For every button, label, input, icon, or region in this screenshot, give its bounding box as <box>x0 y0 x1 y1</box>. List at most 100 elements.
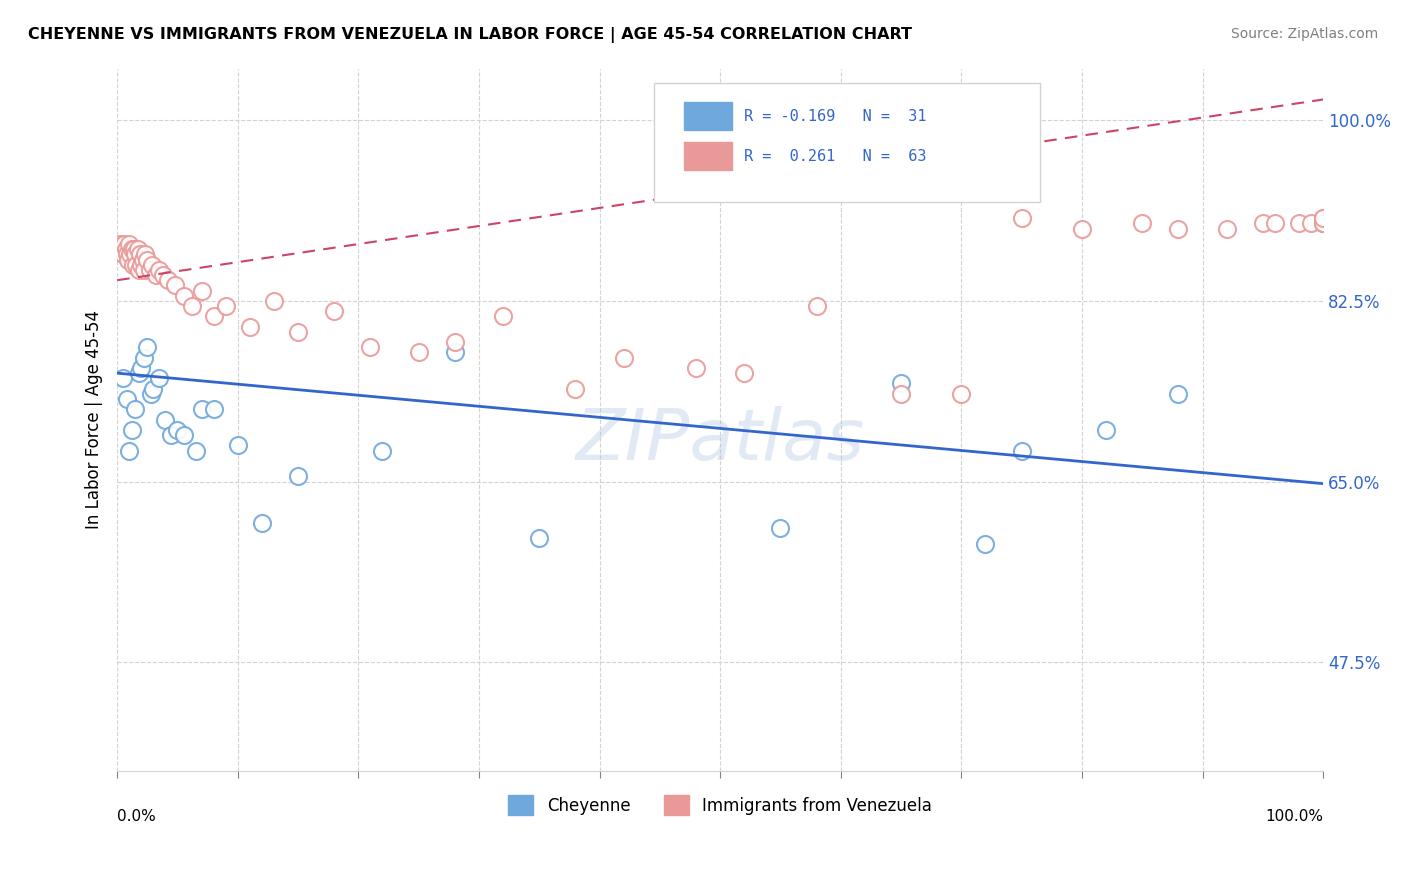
Point <box>124 402 146 417</box>
FancyBboxPatch shape <box>654 83 1040 202</box>
Point <box>890 376 912 391</box>
Point <box>112 371 135 385</box>
Text: 100.0%: 100.0% <box>1265 809 1323 824</box>
Point <box>128 366 150 380</box>
Point <box>125 258 148 272</box>
Point <box>134 247 156 261</box>
Point <box>156 273 179 287</box>
Point <box>1095 423 1118 437</box>
Point <box>131 258 153 272</box>
Point <box>181 299 204 313</box>
Point <box>287 325 309 339</box>
Point <box>1312 216 1334 230</box>
Point <box>120 247 142 261</box>
Point <box>122 242 145 256</box>
Point <box>685 361 707 376</box>
Point <box>950 386 973 401</box>
Point <box>121 423 143 437</box>
Point <box>148 371 170 385</box>
Point <box>145 268 167 282</box>
Point <box>132 351 155 365</box>
Point <box>118 443 141 458</box>
Text: Source: ZipAtlas.com: Source: ZipAtlas.com <box>1230 27 1378 41</box>
Point <box>132 263 155 277</box>
Point <box>136 252 159 267</box>
Point <box>733 366 755 380</box>
Point <box>492 310 515 324</box>
Point <box>215 299 238 313</box>
Point <box>1167 386 1189 401</box>
Point <box>408 345 430 359</box>
Point <box>239 319 262 334</box>
Text: R =  0.261   N =  63: R = 0.261 N = 63 <box>744 149 927 164</box>
Point <box>806 299 828 313</box>
Point <box>444 335 467 350</box>
Point <box>173 288 195 302</box>
Point <box>152 268 174 282</box>
Point <box>108 237 131 252</box>
Point <box>118 237 141 252</box>
Point <box>129 247 152 261</box>
Point <box>1071 221 1094 235</box>
Point <box>1130 216 1153 230</box>
Text: 0.0%: 0.0% <box>117 809 156 824</box>
Y-axis label: In Labor Force | Age 45-54: In Labor Force | Age 45-54 <box>86 310 103 529</box>
Point <box>112 247 135 261</box>
Point <box>613 351 636 365</box>
Point <box>160 428 183 442</box>
Point <box>121 242 143 256</box>
Point <box>166 423 188 437</box>
Point <box>263 293 285 308</box>
Point <box>444 345 467 359</box>
Point <box>359 340 381 354</box>
Point <box>139 263 162 277</box>
Point <box>529 532 551 546</box>
Point <box>1215 221 1237 235</box>
Point <box>250 516 273 530</box>
Point <box>173 428 195 442</box>
Point <box>117 252 139 267</box>
Point <box>155 412 177 426</box>
Point <box>128 263 150 277</box>
Bar <box>683 142 733 170</box>
Point <box>1167 221 1189 235</box>
Point <box>1011 443 1033 458</box>
Point <box>127 242 149 256</box>
Point <box>226 438 249 452</box>
Legend: Cheyenne, Immigrants from Venezuela: Cheyenne, Immigrants from Venezuela <box>502 789 939 822</box>
Point <box>131 361 153 376</box>
Point <box>190 402 212 417</box>
Point <box>890 386 912 401</box>
Point <box>1288 216 1310 230</box>
Point <box>1299 216 1322 230</box>
Point <box>165 278 187 293</box>
Point <box>184 443 207 458</box>
Point <box>202 310 225 324</box>
Point <box>1312 211 1334 226</box>
Bar <box>683 103 733 130</box>
Point <box>131 252 153 267</box>
Point <box>202 402 225 417</box>
Point <box>1312 216 1334 230</box>
Point <box>1264 216 1286 230</box>
Text: R = -0.169   N =  31: R = -0.169 N = 31 <box>744 109 927 124</box>
Point <box>974 536 997 550</box>
Point <box>112 237 135 252</box>
Text: ZIPatlas: ZIPatlas <box>575 406 865 475</box>
Point <box>136 340 159 354</box>
Point <box>115 247 138 261</box>
Point <box>139 386 162 401</box>
Point <box>371 443 394 458</box>
Point <box>287 469 309 483</box>
Point <box>121 258 143 272</box>
Point <box>124 247 146 261</box>
Point <box>115 392 138 406</box>
Point <box>1312 211 1334 226</box>
Point <box>111 242 134 256</box>
Point <box>1312 216 1334 230</box>
Point <box>564 382 586 396</box>
Point <box>190 284 212 298</box>
Point <box>323 304 346 318</box>
Point <box>769 521 792 535</box>
Point <box>142 382 165 396</box>
